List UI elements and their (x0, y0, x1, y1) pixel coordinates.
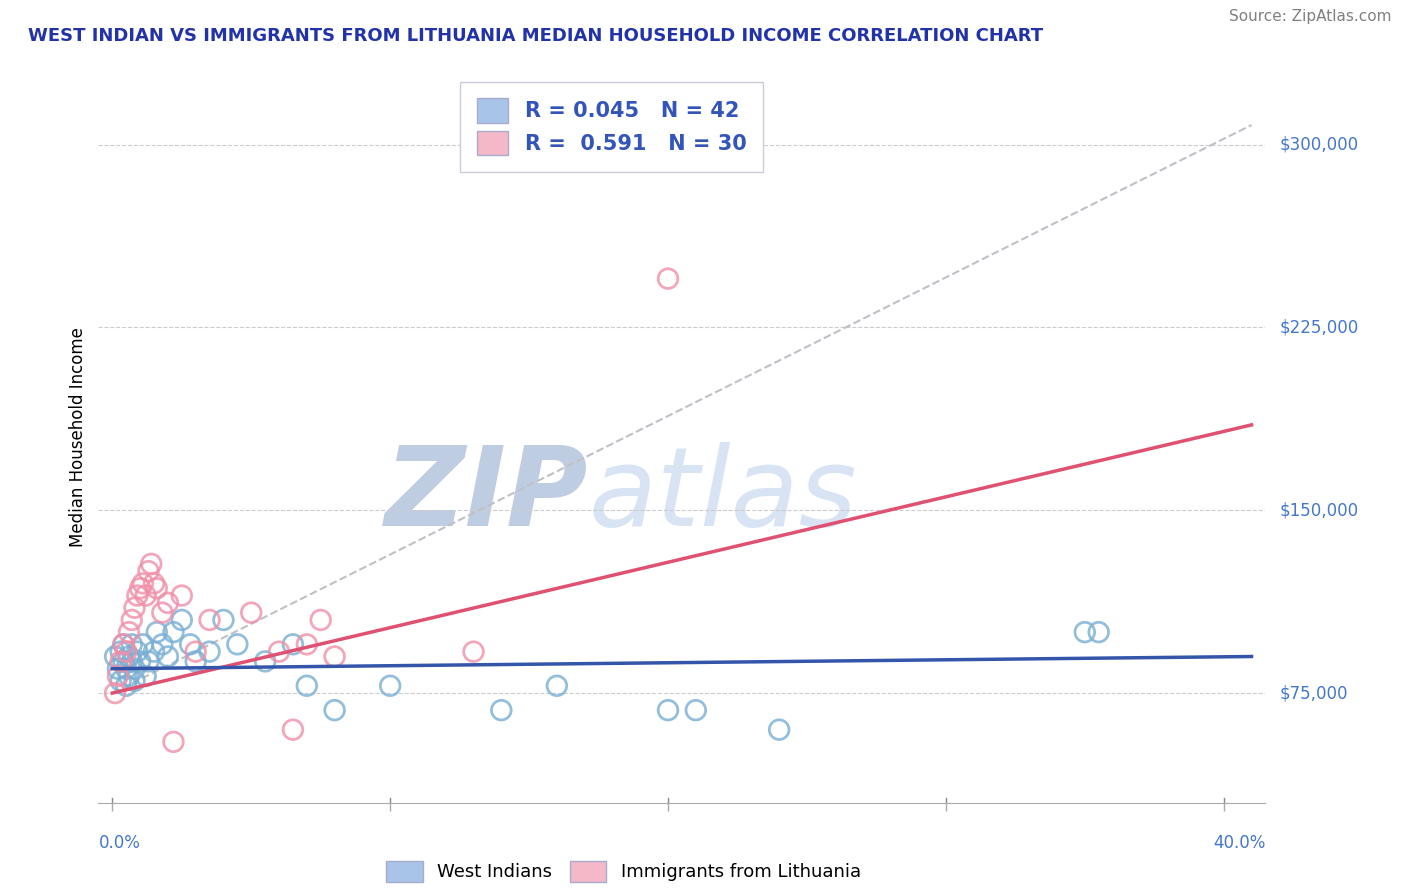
Point (107, 662, 129, 676)
Point (198, 613, 221, 627)
Point (129, 654, 152, 668)
Point (657, 703, 679, 717)
Point (138, 564, 160, 578)
Text: $225,000: $225,000 (1279, 318, 1358, 336)
Point (179, 637, 201, 651)
Point (162, 625, 184, 640)
Point (295, 679, 318, 693)
Point (138, 654, 160, 668)
Point (143, 576, 166, 591)
Point (112, 637, 135, 651)
Point (107, 669, 129, 683)
Point (115, 679, 138, 693)
Point (463, 645, 485, 659)
Point (546, 679, 568, 693)
Point (281, 723, 304, 737)
Point (156, 649, 179, 664)
Point (685, 703, 707, 717)
Text: 0.0%: 0.0% (98, 834, 141, 852)
Point (118, 625, 141, 640)
Text: WEST INDIAN VS IMMIGRANTS FROM LITHUANIA MEDIAN HOUSEHOLD INCOME CORRELATION CHA: WEST INDIAN VS IMMIGRANTS FROM LITHUANIA… (28, 27, 1043, 45)
Point (170, 613, 193, 627)
Point (491, 703, 513, 717)
Point (1087, 625, 1109, 640)
Point (150, 606, 173, 620)
Point (309, 613, 332, 627)
Text: Source: ZipAtlas.com: Source: ZipAtlas.com (1229, 9, 1392, 24)
Point (127, 645, 149, 659)
Point (156, 596, 179, 610)
Point (226, 637, 249, 651)
Point (132, 637, 155, 651)
Point (1074, 625, 1097, 640)
Point (768, 723, 790, 737)
Point (323, 703, 346, 717)
Point (127, 589, 149, 603)
Point (240, 606, 263, 620)
Point (135, 669, 157, 683)
Point (162, 735, 184, 749)
Point (129, 581, 152, 595)
Point (121, 613, 143, 627)
Point (146, 581, 169, 595)
Point (281, 637, 304, 651)
Point (657, 271, 679, 285)
Point (112, 637, 135, 651)
Point (115, 662, 138, 676)
Point (118, 669, 141, 683)
Point (198, 645, 221, 659)
Text: $150,000: $150,000 (1279, 501, 1358, 519)
Point (141, 557, 163, 571)
Point (124, 673, 146, 688)
Point (121, 654, 143, 668)
Point (110, 673, 132, 688)
Point (184, 645, 207, 659)
Point (150, 637, 173, 651)
Point (380, 679, 402, 693)
Point (112, 654, 135, 668)
Text: $300,000: $300,000 (1279, 136, 1358, 153)
Legend: West Indians, Immigrants from Lithuania: West Indians, Immigrants from Lithuania (380, 854, 868, 888)
Point (254, 654, 277, 668)
Point (118, 649, 141, 664)
Point (110, 654, 132, 668)
Point (124, 662, 146, 676)
Point (104, 649, 127, 664)
Text: atlas: atlas (589, 442, 858, 549)
Point (115, 645, 138, 659)
Y-axis label: Median Household Income: Median Household Income (69, 327, 87, 547)
Point (124, 600, 146, 615)
Point (121, 637, 143, 651)
Point (132, 576, 155, 591)
Text: $75,000: $75,000 (1279, 684, 1348, 702)
Point (184, 654, 207, 668)
Text: 40.0%: 40.0% (1213, 834, 1265, 852)
Point (110, 645, 132, 659)
Point (143, 645, 166, 659)
Point (104, 686, 127, 700)
Point (146, 625, 169, 640)
Point (295, 637, 318, 651)
Point (170, 589, 193, 603)
Point (212, 613, 235, 627)
Point (135, 589, 157, 603)
Text: ZIP: ZIP (385, 442, 589, 549)
Point (267, 645, 290, 659)
Point (323, 649, 346, 664)
